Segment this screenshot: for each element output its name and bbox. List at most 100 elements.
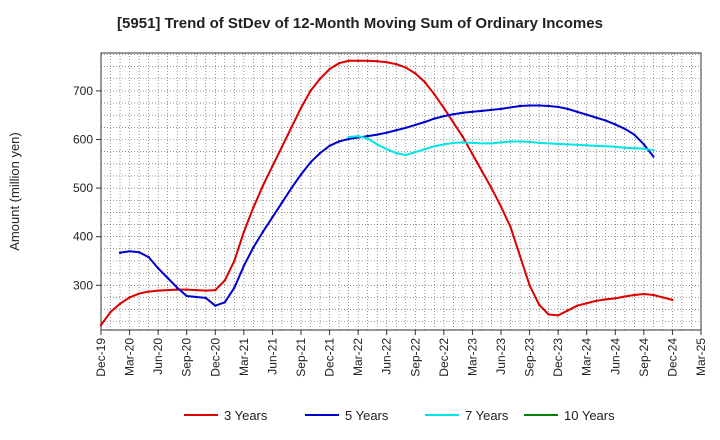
data-point-5-years <box>509 106 512 109</box>
plot-frame <box>100 52 702 331</box>
data-point-3-years <box>499 205 503 208</box>
data-point-5-years <box>309 161 312 164</box>
data-point-3-years <box>280 145 284 148</box>
data-point-5-years <box>128 250 131 253</box>
data-point-3-years <box>309 89 312 93</box>
data-point-7-years <box>518 140 522 143</box>
plot-area <box>101 53 701 330</box>
x-tick-label: Jun-21 <box>265 338 279 375</box>
legend-label-5-years: 5 Years <box>345 408 389 423</box>
data-point-3-years <box>471 152 474 156</box>
data-point-3-years <box>537 303 541 306</box>
data-point-3-years <box>461 135 465 139</box>
data-point-7-years <box>623 146 627 149</box>
data-point-3-years <box>604 298 607 301</box>
data-point-3-years <box>652 293 655 297</box>
data-point-7-years <box>642 147 646 150</box>
data-point-5-years <box>137 251 141 254</box>
data-point-5-years <box>614 123 617 126</box>
data-point-3-years <box>166 288 169 292</box>
data-point-5-years <box>366 134 369 138</box>
data-point-7-years <box>480 142 484 145</box>
x-tick-label: Mar-25 <box>694 338 708 376</box>
data-point-5-years <box>480 109 484 113</box>
data-point-5-years <box>156 267 160 270</box>
data-point-7-years <box>385 148 388 151</box>
data-point-7-years <box>528 140 531 144</box>
data-point-5-years <box>318 151 322 155</box>
data-point-3-years <box>452 121 455 124</box>
data-point-7-years <box>366 137 369 140</box>
data-point-5-years <box>347 137 350 141</box>
data-point-3-years <box>337 62 341 65</box>
data-point-3-years <box>509 225 512 229</box>
x-tick-label: Dec-20 <box>208 338 222 377</box>
data-point-5-years <box>271 216 274 219</box>
data-point-5-years <box>423 120 427 124</box>
data-point-5-years <box>261 230 265 234</box>
data-point-5-years <box>280 201 284 204</box>
data-point-5-years <box>223 301 227 304</box>
data-point-3-years <box>137 292 141 295</box>
data-point-3-years <box>642 292 646 296</box>
data-point-5-years <box>118 251 122 254</box>
x-tick-label: Mar-21 <box>237 338 251 376</box>
data-point-5-years <box>604 119 607 122</box>
data-point-3-years <box>242 230 246 234</box>
data-point-7-years <box>575 143 579 147</box>
data-point-7-years <box>395 151 398 155</box>
data-point-5-years <box>433 117 436 120</box>
data-point-5-years <box>337 140 341 143</box>
data-point-3-years <box>271 165 274 168</box>
x-tick-label: Sep-24 <box>637 338 651 377</box>
data-point-7-years <box>356 134 360 138</box>
data-point-7-years <box>442 143 446 146</box>
data-point-3-years <box>442 106 446 110</box>
data-point-7-years <box>433 145 436 148</box>
data-point-5-years <box>585 113 588 116</box>
data-point-7-years <box>537 141 541 145</box>
data-point-3-years <box>404 66 407 69</box>
data-point-5-years <box>204 296 207 300</box>
data-point-5-years <box>499 107 503 111</box>
data-point-3-years <box>595 299 598 303</box>
x-tick-label: Mar-23 <box>465 338 479 376</box>
data-point-5-years <box>442 114 446 118</box>
data-point-3-years <box>128 296 131 299</box>
data-point-3-years <box>566 309 569 312</box>
data-point-3-years <box>223 279 227 282</box>
x-tick-label: Sep-22 <box>408 338 422 377</box>
x-tick-label: Sep-21 <box>294 338 308 377</box>
data-point-5-years <box>547 104 550 108</box>
data-point-5-years <box>518 104 522 108</box>
x-tick-label: Jun-23 <box>494 338 508 375</box>
data-point-3-years <box>347 59 350 62</box>
data-point-5-years <box>652 155 655 158</box>
data-point-3-years <box>118 302 122 305</box>
y-tick-label: 700 <box>73 84 93 98</box>
x-tick-label: Mar-20 <box>123 338 137 376</box>
data-point-3-years <box>490 186 493 190</box>
data-point-5-years <box>595 116 598 119</box>
data-point-3-years <box>290 126 293 129</box>
y-tick-label: 600 <box>73 133 93 147</box>
data-point-3-years <box>99 323 103 327</box>
data-point-5-years <box>175 286 179 289</box>
data-point-7-years <box>585 144 588 147</box>
data-point-3-years <box>528 284 531 287</box>
data-point-3-years <box>261 184 265 187</box>
data-point-5-years <box>166 276 169 280</box>
y-tick-label: 300 <box>73 278 93 292</box>
data-point-3-years <box>395 62 398 66</box>
data-point-3-years <box>366 59 369 62</box>
data-point-5-years <box>299 173 303 176</box>
data-point-5-years <box>556 105 560 109</box>
x-tick-label: Jun-22 <box>380 338 394 375</box>
data-point-3-years <box>195 288 198 292</box>
data-point-7-years <box>604 145 607 148</box>
data-point-7-years <box>556 142 560 146</box>
data-point-7-years <box>566 143 569 146</box>
x-tick-label: Sep-23 <box>523 338 537 377</box>
data-point-3-years <box>356 59 360 62</box>
y-tick-label: 400 <box>73 230 93 244</box>
